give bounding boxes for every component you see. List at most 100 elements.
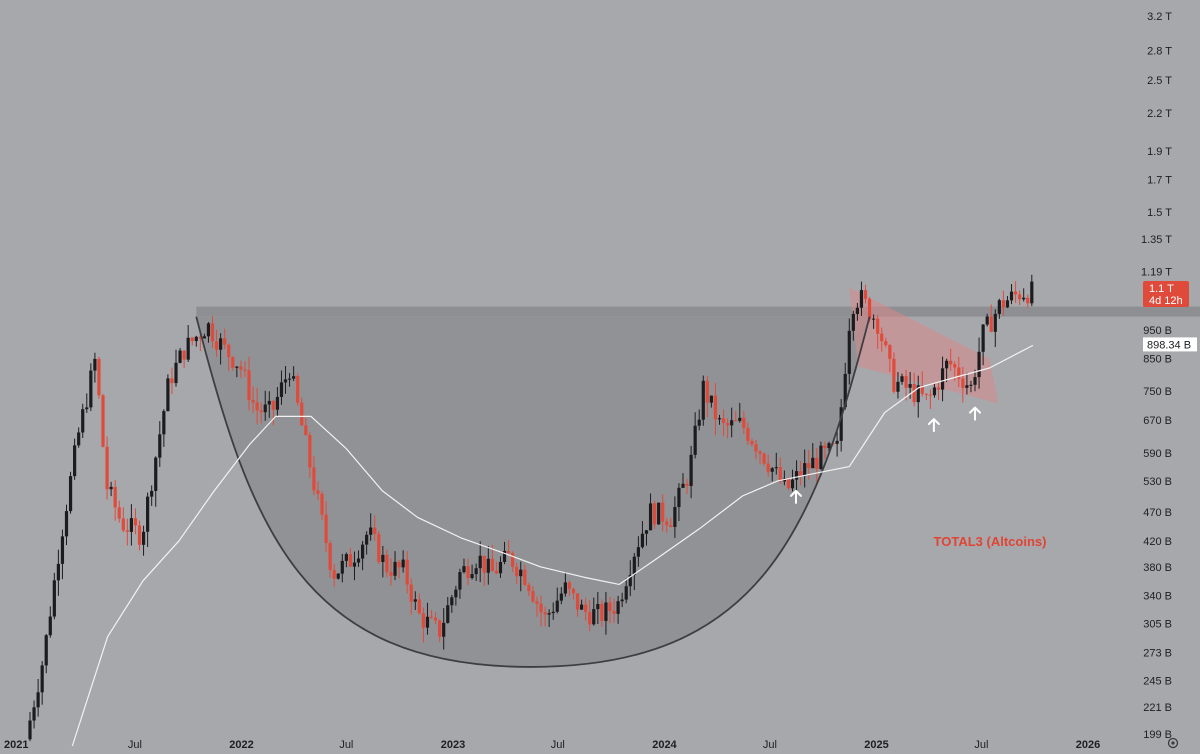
x-tick-label: Jul bbox=[763, 739, 777, 751]
candle-body bbox=[137, 525, 142, 545]
candle bbox=[839, 399, 843, 452]
candle bbox=[56, 549, 60, 596]
y-tick-label: 2.8 T bbox=[1147, 46, 1172, 58]
candle bbox=[73, 438, 77, 480]
candlestick-series bbox=[28, 274, 1034, 742]
candle-body bbox=[190, 337, 194, 342]
candle bbox=[397, 559, 401, 579]
moving-average-tag-background bbox=[1143, 337, 1197, 352]
current-price-tag: 1.1 T 4d 12h bbox=[1143, 281, 1189, 308]
candle bbox=[746, 422, 750, 445]
candle-body bbox=[677, 487, 681, 508]
series-annotation-label: TOTAL3 (Altcoins) bbox=[934, 534, 1047, 549]
candle-countdown-label: 4d 12h bbox=[1149, 295, 1183, 307]
candle-body bbox=[693, 425, 697, 455]
candle-body bbox=[892, 358, 896, 392]
candle-body bbox=[89, 370, 93, 408]
candle-body bbox=[863, 290, 868, 299]
candle bbox=[68, 471, 73, 514]
candle-body bbox=[146, 496, 150, 532]
candle bbox=[137, 520, 142, 551]
candle bbox=[803, 449, 807, 488]
candle-body bbox=[186, 337, 190, 360]
candle-body bbox=[129, 518, 133, 532]
candle bbox=[227, 343, 231, 372]
candle bbox=[730, 407, 734, 438]
candle bbox=[916, 375, 920, 418]
candle bbox=[64, 504, 69, 546]
candle-body bbox=[421, 613, 426, 628]
candle bbox=[458, 568, 462, 599]
candle-body bbox=[373, 527, 377, 535]
candle bbox=[32, 700, 36, 729]
candle bbox=[920, 371, 924, 397]
candle bbox=[523, 564, 527, 587]
candle-body bbox=[616, 601, 620, 614]
candle bbox=[790, 469, 795, 492]
candle bbox=[206, 322, 211, 343]
candle bbox=[40, 661, 44, 705]
candle-body bbox=[965, 385, 969, 388]
candle bbox=[223, 328, 227, 349]
candle-body bbox=[470, 574, 474, 578]
candle bbox=[478, 541, 482, 583]
candle-body bbox=[121, 518, 125, 531]
candle bbox=[701, 375, 705, 426]
candle bbox=[555, 587, 559, 614]
candle-body bbox=[515, 566, 519, 577]
candle bbox=[567, 580, 572, 596]
candle bbox=[876, 315, 880, 349]
candle-body bbox=[125, 530, 129, 532]
candle-body bbox=[949, 360, 953, 365]
candle-body bbox=[117, 507, 121, 519]
candle-body bbox=[450, 597, 454, 606]
candle-body bbox=[401, 559, 405, 568]
candle bbox=[186, 324, 190, 362]
y-tick-label: 590 B bbox=[1143, 448, 1172, 460]
candle bbox=[644, 530, 649, 546]
candle-body bbox=[283, 379, 288, 383]
candle-body bbox=[442, 622, 446, 637]
x-tick-label: 2026 bbox=[1076, 739, 1100, 751]
candle-body bbox=[819, 445, 823, 469]
candle bbox=[1013, 281, 1018, 303]
candle-body bbox=[940, 368, 945, 390]
candle bbox=[624, 578, 628, 604]
candle-body bbox=[206, 323, 211, 337]
candle bbox=[300, 397, 304, 426]
candle bbox=[855, 302, 859, 321]
candle-body bbox=[369, 527, 373, 535]
candle bbox=[413, 591, 417, 610]
candle bbox=[1030, 274, 1034, 307]
candle bbox=[93, 352, 97, 383]
candle bbox=[766, 454, 770, 477]
candle-body bbox=[40, 665, 44, 693]
candle-body bbox=[523, 569, 527, 585]
candle bbox=[924, 393, 928, 401]
support-arrows bbox=[789, 406, 982, 504]
consolidation-channel bbox=[849, 287, 999, 404]
chart-settings-icon[interactable] bbox=[1167, 737, 1179, 749]
candle bbox=[446, 596, 450, 624]
candle-body bbox=[632, 556, 636, 575]
candle bbox=[693, 412, 697, 459]
candle-body bbox=[884, 341, 888, 346]
candle-body bbox=[36, 692, 40, 708]
y-tick-label: 670 B bbox=[1143, 415, 1172, 427]
candle-body bbox=[628, 574, 632, 587]
candle-body bbox=[758, 451, 762, 454]
candle bbox=[936, 382, 941, 400]
candle-body bbox=[648, 503, 653, 531]
candle-body bbox=[336, 573, 340, 579]
candle-body bbox=[332, 569, 336, 579]
candle bbox=[506, 540, 511, 554]
candle bbox=[48, 606, 52, 638]
candle-body bbox=[920, 385, 924, 394]
candle bbox=[697, 409, 701, 431]
candle-body bbox=[158, 434, 162, 458]
x-axis: 2021 Jul 2022 Jul 2023 Jul 2024 Jul 2025 Jul 2026 bbox=[4, 739, 1100, 751]
candle-body bbox=[527, 584, 531, 592]
candle bbox=[283, 366, 288, 394]
candle-body bbox=[409, 584, 413, 602]
